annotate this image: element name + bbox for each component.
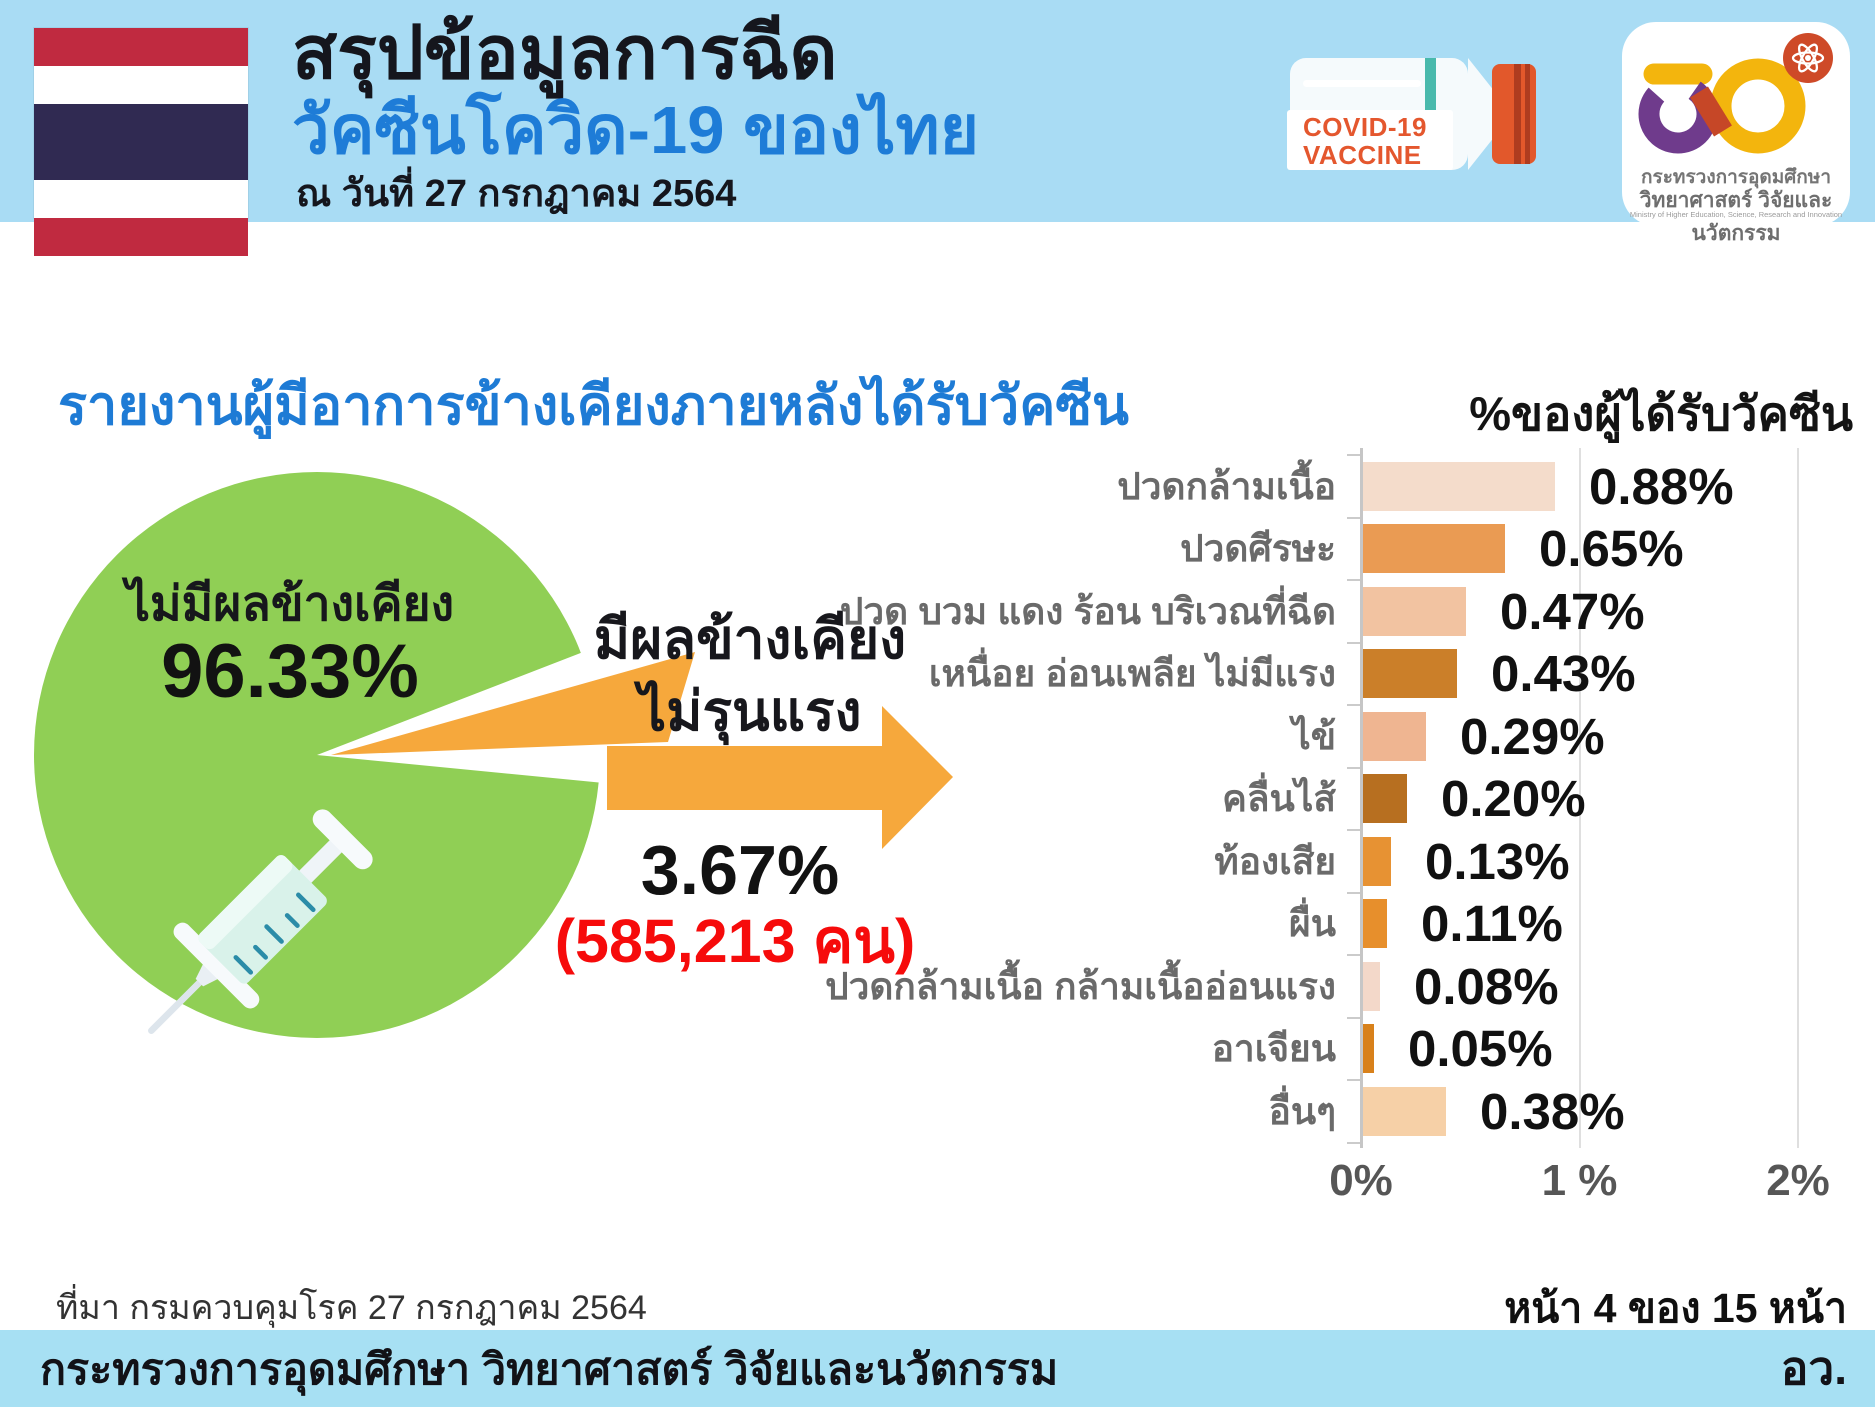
bar-category-label: ท้องเสีย <box>1214 840 1336 882</box>
gridline <box>1578 448 1581 1148</box>
bar <box>1363 774 1407 824</box>
bar <box>1363 836 1391 886</box>
atom-icon <box>1783 33 1833 83</box>
bar <box>1363 461 1555 511</box>
side-effect-label-line2: ไม่รุนแรง <box>638 680 862 742</box>
page-title-date: ณ วันที่ 27 กรกฎาคม 2564 <box>296 173 737 215</box>
bar-category-label: เหนื่อย อ่อนเพลีย ไม่มีแรง <box>928 653 1336 695</box>
bar-category-label: ไข้ <box>1292 715 1336 757</box>
gridline <box>1797 448 1799 1148</box>
bar <box>1363 711 1426 761</box>
bar-category-label: ผื่น <box>1289 903 1336 945</box>
ministry-logo-text1: กระทรวงการอุดมศึกษา <box>1641 167 1831 188</box>
section-title: รายงานผู้มีอาการข้างเคียงภายหลังได้รับวั… <box>58 376 1129 436</box>
bottle-cap-stripe <box>1514 64 1521 164</box>
bottle-cap-stripe <box>1525 64 1530 164</box>
bar-value-label: 0.65% <box>1539 520 1684 578</box>
bar <box>1363 649 1457 699</box>
flag-stripe-white-top <box>34 66 248 104</box>
footer-ministry-abbr: อว. <box>1780 1342 1847 1394</box>
bar <box>1363 961 1380 1011</box>
flag-stripe-white-bottom <box>34 180 248 218</box>
logo-yellow-loop <box>1710 58 1806 154</box>
side-effect-label-line1: มีผลข้างเคียง <box>593 608 907 670</box>
axis-tick-mark <box>1347 954 1360 956</box>
side-effects-bar-chart: 0% 1 % 2% ปวดกล้ามเนื้อ 0.88% ปวดศีรษะ 0.65% ปว… <box>825 440 1875 1260</box>
bottle-neck <box>1468 58 1492 170</box>
bar-value-label: 0.13% <box>1425 832 1570 890</box>
axis-tick-mark <box>1347 454 1360 456</box>
header-band <box>0 0 1875 222</box>
bar-value-label: 0.88% <box>1589 457 1734 515</box>
bar-value-label: 0.47% <box>1500 582 1645 640</box>
flag-stripe-red-bottom <box>34 218 248 256</box>
page-indicator: หน้า 4 ของ 15 หน้า <box>1504 1285 1847 1331</box>
axis-tick-mark <box>1347 766 1360 769</box>
axis-tick-mark <box>1347 891 1360 894</box>
ministry-logo-text3: Ministry of Higher Education, Science, R… <box>1629 210 1843 219</box>
bar-category-label: ปวด บวม แดง ร้อน บริเวณที่ฉีด <box>839 590 1336 632</box>
thai-flag <box>34 28 248 256</box>
axis-tick-mark <box>1347 1016 1360 1019</box>
bar-value-label: 0.38% <box>1480 1082 1625 1140</box>
page-title-line2: วัคซีนโควิด-19 ของไทย <box>292 93 979 168</box>
bottle-label-line1: COVID-19 <box>1303 112 1427 142</box>
bar-category-label: ปวดกล้ามเนื้อ <box>1117 465 1336 507</box>
footer-band: กระทรวงการอุดมศึกษา วิทยาศาสตร์ วิจัยและ… <box>0 1330 1875 1407</box>
axis-tick-mark <box>1347 641 1360 644</box>
bar-category-label: ปวดกล้ามเนื้อ กล้ามเนื้ออ่อนแรง <box>825 965 1336 1007</box>
chart-unit-label: %ของผู้ได้รับวัคซีน <box>1469 387 1853 440</box>
bar-value-label: 0.29% <box>1460 707 1605 765</box>
flag-stripe-red-top <box>34 28 248 66</box>
bar-value-label: 0.20% <box>1441 770 1586 828</box>
axis-tick-mark <box>1347 516 1360 519</box>
axis-tick-mark <box>1347 829 1360 831</box>
bar-value-label: 0.43% <box>1491 645 1636 703</box>
vaccine-bottle-icon: COVID-19 VACCINE <box>1283 48 1595 180</box>
bar-value-label: 0.11% <box>1421 895 1563 953</box>
axis-tick-mark <box>1347 704 1360 706</box>
right-arrow-icon <box>607 706 953 849</box>
bar <box>1363 586 1466 636</box>
pie-chart <box>34 472 695 1038</box>
bar <box>1363 524 1505 574</box>
logo-red-cross-segment <box>1690 86 1732 137</box>
bar-category-label: คลื่นไส้ <box>1222 778 1336 820</box>
bar-value-label: 0.08% <box>1414 957 1559 1015</box>
axis-tick-mark <box>1347 1079 1360 1081</box>
x-axis-tick-label: 2% <box>1766 1156 1830 1205</box>
pie-slice-side-effect <box>331 652 695 755</box>
bar-category-label: ปวดศีรษะ <box>1180 528 1336 570</box>
side-effect-value: 3.67% <box>640 831 840 909</box>
x-axis-tick-label: 0% <box>1329 1156 1393 1205</box>
bottle-label-line2: VACCINE <box>1303 140 1422 170</box>
bar <box>1363 1086 1446 1136</box>
page-title-line1: สรุปข้อมูลการฉีด <box>292 11 838 94</box>
side-effect-count: (585,213 คน) <box>554 907 916 975</box>
ministry-logo-card: กระทรวงการอุดมศึกษา วิทยาศาสตร์ วิจัยและ… <box>1622 22 1850 245</box>
bar <box>1363 1024 1374 1074</box>
no-side-effect-value: 96.33% <box>161 629 419 714</box>
y-axis-line <box>1360 448 1363 1148</box>
bar-value-label: 0.05% <box>1408 1020 1553 1078</box>
axis-tick-mark <box>1347 1141 1360 1144</box>
ministry-logo-text2: วิทยาศาสตร์ วิจัยและนวัตกรรม <box>1639 189 1833 245</box>
no-side-effect-label: ไม่มีผลข้างเคียง <box>125 578 455 631</box>
source-note: ที่มา กรมควบคุมโรค 27 กรกฎาคม 2564 <box>56 1289 647 1327</box>
syringe-icon <box>148 809 373 1034</box>
axis-tick-mark <box>1347 579 1360 581</box>
x-axis-tick-label: 1 % <box>1541 1156 1618 1205</box>
bar-category-label: อื่นๆ <box>1268 1090 1336 1132</box>
bar <box>1363 899 1387 949</box>
bar-category-label: อาเจียน <box>1211 1028 1336 1070</box>
bottle-shine <box>1303 80 1421 87</box>
bottle-label: COVID-19 VACCINE <box>1287 110 1453 170</box>
flag-stripe-navy <box>34 104 248 180</box>
footer-ministry-name: กระทรวงการอุดมศึกษา วิทยาศาสตร์ วิจัยและ… <box>40 1345 1059 1394</box>
mhesi-logo-icon <box>1638 33 1833 154</box>
